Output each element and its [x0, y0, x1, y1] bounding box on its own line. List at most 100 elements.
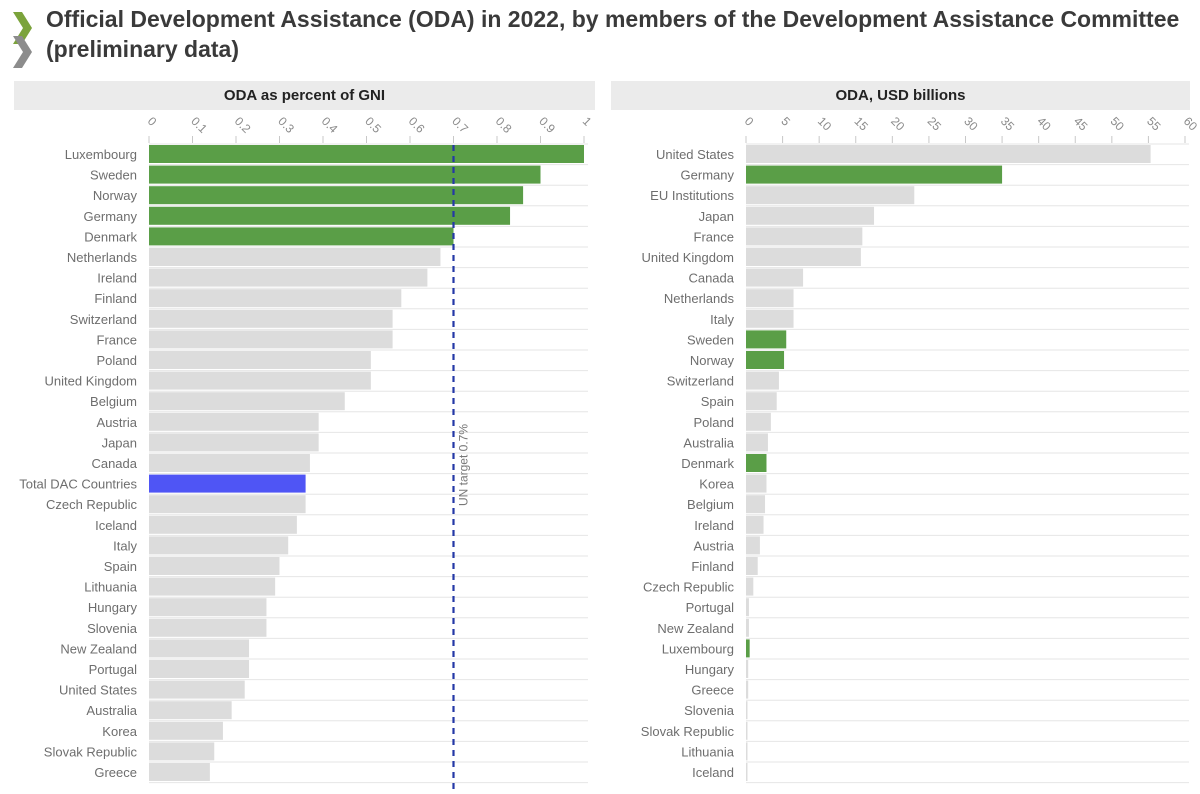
- bar-portugal: [746, 598, 749, 617]
- category-label: Japan: [102, 435, 137, 450]
- category-label: Austria: [694, 538, 735, 553]
- bar-hungary: [149, 598, 267, 617]
- bar-japan: [149, 433, 319, 452]
- category-label: Finland: [691, 559, 734, 574]
- bar-norway: [746, 351, 785, 369]
- bar-germany: [149, 206, 511, 225]
- category-label: United States: [59, 683, 138, 698]
- category-label: Austria: [97, 415, 138, 430]
- bar-poland: [149, 351, 371, 369]
- grid-lines: [149, 143, 588, 784]
- bar-austria: [746, 536, 760, 555]
- bar-ireland: [746, 515, 764, 534]
- category-label: Portugal: [686, 600, 735, 615]
- x-tick-label: 40: [1034, 114, 1054, 134]
- x-tick-label: 0: [145, 114, 160, 129]
- bar-germany: [746, 165, 1003, 184]
- category-label: Canada: [688, 271, 734, 286]
- category-label: United States: [656, 147, 735, 162]
- bar-czech-republic: [149, 495, 306, 514]
- category-label: Hungary: [685, 662, 735, 677]
- category-label: Greece: [94, 765, 137, 780]
- category-label: Sweden: [687, 332, 734, 347]
- bar-korea: [149, 721, 223, 740]
- bar-denmark: [149, 227, 454, 246]
- category-label: Lithuania: [681, 744, 735, 759]
- category-label: Italy: [710, 312, 734, 327]
- bar-italy: [149, 536, 289, 555]
- category-label: Norway: [93, 188, 138, 203]
- category-label: Czech Republic: [643, 580, 735, 595]
- category-label: Slovenia: [684, 703, 735, 718]
- bar-luxembourg: [746, 639, 750, 658]
- category-label: France: [694, 229, 734, 244]
- category-label: Finland: [94, 291, 137, 306]
- category-label: Norway: [690, 353, 735, 368]
- x-tick-label: 5: [778, 114, 793, 129]
- x-tick-label: 0.8: [493, 114, 515, 136]
- category-label: Sweden: [90, 168, 137, 183]
- bar-austria: [149, 412, 319, 431]
- category-label: United Kingdom: [45, 374, 138, 389]
- category-label: United Kingdom: [642, 250, 735, 265]
- bar-iceland: [149, 515, 297, 534]
- category-label: France: [97, 332, 137, 347]
- x-tick-label: 35: [998, 114, 1018, 134]
- category-label: Australia: [683, 435, 734, 450]
- bar-iceland: [746, 763, 748, 781]
- category-label: Japan: [699, 209, 734, 224]
- category-label: Ireland: [694, 518, 734, 533]
- category-label: Switzerland: [667, 374, 734, 389]
- x-tick-label: 0.3: [275, 114, 297, 136]
- x-tick-label: 60: [1181, 114, 1200, 134]
- category-label: Australia: [86, 703, 137, 718]
- x-tick-label: 20: [888, 114, 908, 134]
- bar-sweden: [149, 165, 541, 184]
- bar-greece: [746, 680, 749, 699]
- bar-slovak-republic: [746, 721, 748, 740]
- bar-united-states: [149, 680, 245, 699]
- bar-korea: [746, 474, 767, 493]
- bar-slovak-republic: [149, 742, 215, 761]
- category-label: Hungary: [88, 600, 138, 615]
- bar-eu-institutions: [746, 186, 915, 205]
- category-label: Greece: [691, 683, 734, 698]
- un-target-label: UN target 0.7%: [457, 424, 471, 506]
- bar-poland: [746, 412, 771, 431]
- bar-denmark: [746, 454, 767, 472]
- x-tick-label: 0.5: [362, 114, 384, 136]
- x-tick-label: 55: [1144, 114, 1164, 134]
- oda-usd-billions-chart: 0 5 10 15 20 25 30 35 40 45 50 55 60 United States Ger…: [641, 114, 1200, 784]
- category-label: Iceland: [692, 765, 734, 780]
- chevron-logo-icon: [13, 12, 32, 68]
- category-label: Luxembourg: [662, 641, 734, 656]
- bar-united-kingdom: [149, 371, 371, 390]
- chart-title: Official Development Assistance (ODA) in…: [46, 6, 1180, 62]
- category-label: Slovak Republic: [641, 724, 735, 739]
- bar-belgium: [746, 495, 766, 514]
- bar-spain: [149, 557, 280, 575]
- bar-united-states: [746, 145, 1151, 163]
- x-tick-label: 1: [580, 114, 595, 129]
- bar-switzerland: [746, 371, 779, 390]
- category-label: Switzerland: [70, 312, 137, 327]
- bar-luxembourg: [149, 145, 584, 163]
- category-label: Belgium: [90, 394, 137, 409]
- category-label: Korea: [102, 724, 137, 739]
- x-tick-label: 0.4: [319, 114, 341, 136]
- x-tick-label: 0.6: [406, 114, 428, 136]
- category-label: Korea: [699, 477, 734, 492]
- bar-belgium: [149, 392, 345, 411]
- grid-lines: [746, 143, 1189, 784]
- category-label: Denmark: [84, 229, 137, 244]
- category-label: Denmark: [681, 456, 734, 471]
- bar-ireland: [149, 268, 428, 287]
- bar-australia: [746, 433, 768, 452]
- bar-total-dac-countries: [149, 474, 306, 493]
- x-tick-label: 0: [742, 114, 757, 129]
- x-tick-label: 15: [852, 114, 872, 134]
- bar-lithuania: [149, 577, 276, 596]
- bar-japan: [746, 206, 875, 225]
- category-label: Czech Republic: [46, 497, 138, 512]
- right-panel-header: ODA, USD billions: [611, 81, 1190, 110]
